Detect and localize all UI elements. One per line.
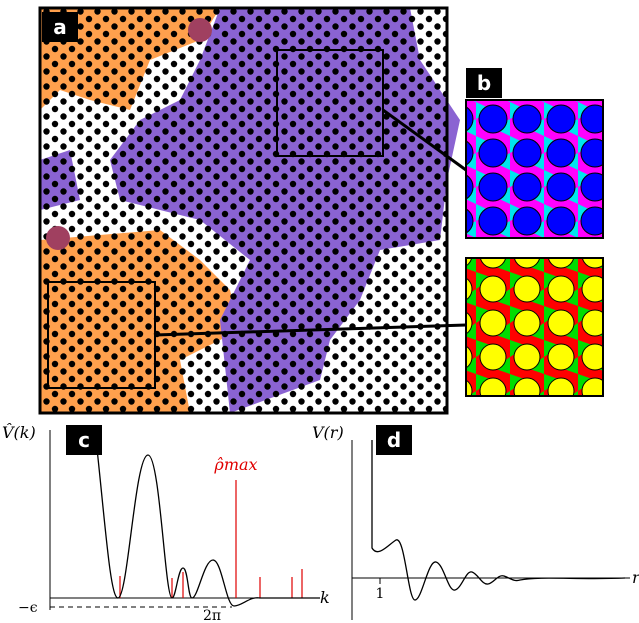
axis-label: V(r) xyxy=(312,423,344,442)
panel-c: c V̂(k) k −ϵ 2π ρ̂max xyxy=(2,423,330,623)
axis-label: k xyxy=(320,588,330,607)
tick-label: −ϵ xyxy=(18,600,38,616)
panel-b: b xyxy=(466,68,603,396)
panel-d: d V(r) r 1 xyxy=(312,423,639,620)
panel-a: a xyxy=(40,8,466,413)
panel-label: c xyxy=(78,428,90,452)
annotation: ρ̂max xyxy=(213,455,257,474)
axis-label: r xyxy=(632,568,639,587)
axis-label: V̂(k) xyxy=(2,423,36,442)
panel-label: b xyxy=(477,71,491,95)
panel-label: d xyxy=(387,428,401,452)
tick-label: 2π xyxy=(203,608,221,623)
figure: a b c V̂(k) k −ϵ 2π ρ̂max d V(r) r 1 xyxy=(0,0,639,623)
tick-label: 1 xyxy=(376,586,385,602)
panel-label: a xyxy=(53,15,67,39)
